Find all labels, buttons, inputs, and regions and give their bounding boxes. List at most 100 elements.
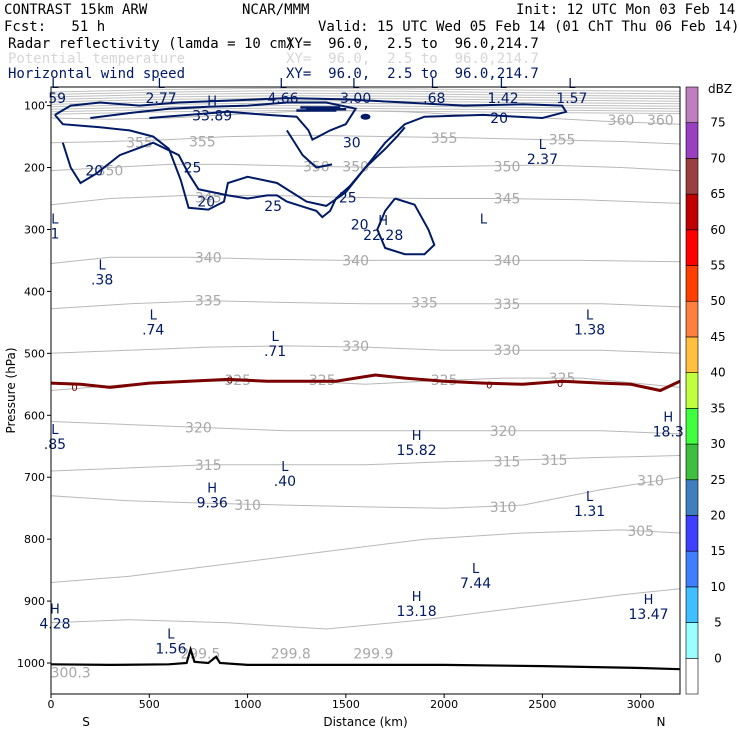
extremum-value: .38 — [91, 273, 113, 289]
extremum-value: .74 — [142, 322, 164, 338]
theta-label: 310 — [234, 498, 261, 514]
theta-label: 340 — [494, 253, 521, 269]
colorbar-swatch — [685, 122, 699, 159]
colorbar-swatch — [685, 408, 699, 445]
extremum-marker-L: L — [150, 308, 158, 323]
extremum-value: 2.77 — [145, 91, 176, 107]
x-tick-label: 1500 — [332, 698, 360, 711]
x-tick-label: 2000 — [430, 698, 458, 711]
terrain-line — [51, 645, 680, 671]
theta-upper-contour — [51, 95, 680, 100]
colorbar-swatch — [685, 443, 699, 481]
reflectivity-contour-label: 0 — [71, 383, 77, 394]
theta-contour-340 — [51, 256, 680, 264]
extremum-value: 3.00 — [340, 91, 371, 107]
colorbar-level-label: 30 — [710, 437, 725, 451]
y-tick-label: 100 — [24, 100, 45, 113]
extremum-marker-L: L — [539, 138, 547, 153]
y-axis-label: Pressure (hPa) — [4, 347, 18, 433]
theta-label: 360 — [608, 113, 635, 129]
colorbar-level-label: 50 — [710, 294, 725, 308]
colorbar-level-label: 15 — [710, 544, 725, 558]
colorbar-level-label: 10 — [710, 580, 725, 594]
extremum-marker-L: L — [157, 77, 165, 92]
y-tick-label: 600 — [24, 409, 45, 422]
field-reflectivity-name: Radar reflectivity (lamda = 10 cm) — [8, 36, 295, 52]
theta-label: 299.8 — [271, 647, 311, 663]
wind-contour-25 — [286, 129, 333, 169]
colorbar-level-label: 35 — [710, 401, 725, 415]
colorbar-level-label: 75 — [710, 116, 725, 130]
colorbar-swatch — [685, 479, 699, 516]
colorbar-swatch — [685, 550, 699, 588]
colorbar-level-label: 0 — [714, 651, 722, 665]
wind-contour-25 — [61, 126, 406, 219]
y-tick-label: 300 — [24, 223, 45, 236]
extremum-value: .85 — [44, 437, 66, 453]
extremum-value: 18.3 — [653, 424, 684, 440]
theta-label: 355 — [189, 135, 216, 151]
colorbar-swatch — [685, 265, 699, 302]
x-tick-label: 1000 — [234, 698, 262, 711]
wind-contour-label: 20 — [197, 195, 215, 211]
extremum-value: .40 — [274, 474, 296, 490]
theta-label: 340 — [195, 250, 222, 266]
field-theta-name: Potential temperature — [8, 51, 186, 67]
theta-contour-345 — [51, 194, 680, 206]
theta-label: 305 — [627, 524, 654, 540]
extremum-marker-L: L — [271, 330, 279, 345]
extremum-value: 13.47 — [629, 607, 669, 623]
y-tick-label: 1000 — [17, 657, 45, 670]
colorbar-level-label: 5 — [714, 616, 722, 630]
extremum-marker-L: L — [352, 77, 360, 92]
extremum-value: 9.36 — [197, 496, 228, 512]
colorbar-level-label: 70 — [710, 151, 725, 165]
extremum-marker-L: L — [51, 423, 59, 438]
extremum-marker-L: L — [586, 308, 594, 323]
theta-contour-330 — [51, 345, 680, 354]
extremum-value: 4.28 — [39, 616, 70, 632]
extremum-marker-L: L — [51, 212, 59, 227]
theta-label: 340 — [342, 253, 369, 269]
colorbar-swatch — [685, 86, 699, 124]
colorbar-level-label: 60 — [710, 223, 725, 237]
extremum-marker-H: H — [207, 482, 217, 497]
x-axis-end-label-south: S — [82, 715, 90, 729]
extremum-marker-H: H — [207, 95, 217, 110]
extremum-marker-L: L — [98, 259, 106, 274]
theta-contour-355 — [51, 134, 680, 145]
extremum-marker-L: L — [279, 77, 287, 92]
colorbar-swatch — [685, 372, 699, 409]
colorbar-level-label: 25 — [710, 473, 725, 487]
theta-contour-320 — [51, 421, 680, 435]
x-axis-label: Distance (km) — [323, 715, 407, 729]
extremum-value: 22.28 — [363, 228, 403, 244]
field-reflectivity-xy: XY= 96.0, 2.5 to 96.0,214.7 — [286, 36, 539, 52]
x-tick-label: 0 — [48, 698, 55, 711]
x-tick-label: 500 — [139, 698, 160, 711]
extremum-value: 1.31 — [574, 504, 605, 520]
extremum-value: 1 — [50, 226, 59, 242]
extremum-value: 1.57 — [556, 91, 587, 107]
x-tick-label: 3000 — [627, 698, 655, 711]
wind-contour-20 — [54, 97, 568, 211]
theta-label: 350 — [494, 159, 521, 175]
y-tick-label: 500 — [24, 347, 45, 360]
extremum-value: 15.82 — [397, 443, 437, 459]
extremum-value: 33.89 — [192, 109, 232, 125]
extremum-marker-L: L — [568, 77, 576, 92]
wind-contour-label: 30 — [343, 136, 361, 152]
extremum-value: 1.56 — [155, 641, 186, 657]
colorbar-swatch — [685, 193, 699, 231]
wind-contour-label: 20 — [85, 164, 103, 180]
field-wind-xy: XY= 96.0, 2.5 to 96.0,214.7 — [286, 66, 539, 82]
extremum-value: 7.44 — [460, 576, 491, 592]
extremum-marker-H: H — [644, 593, 654, 608]
extremum-value: .68 — [423, 91, 445, 107]
extremum-marker-H: H — [378, 214, 388, 229]
theta-contour-310 — [51, 476, 680, 509]
theta-label: 355 — [431, 131, 458, 147]
reflectivity-contour-label: 0 — [557, 379, 563, 390]
forecast-hour: Fcst: 51 h — [4, 19, 106, 35]
